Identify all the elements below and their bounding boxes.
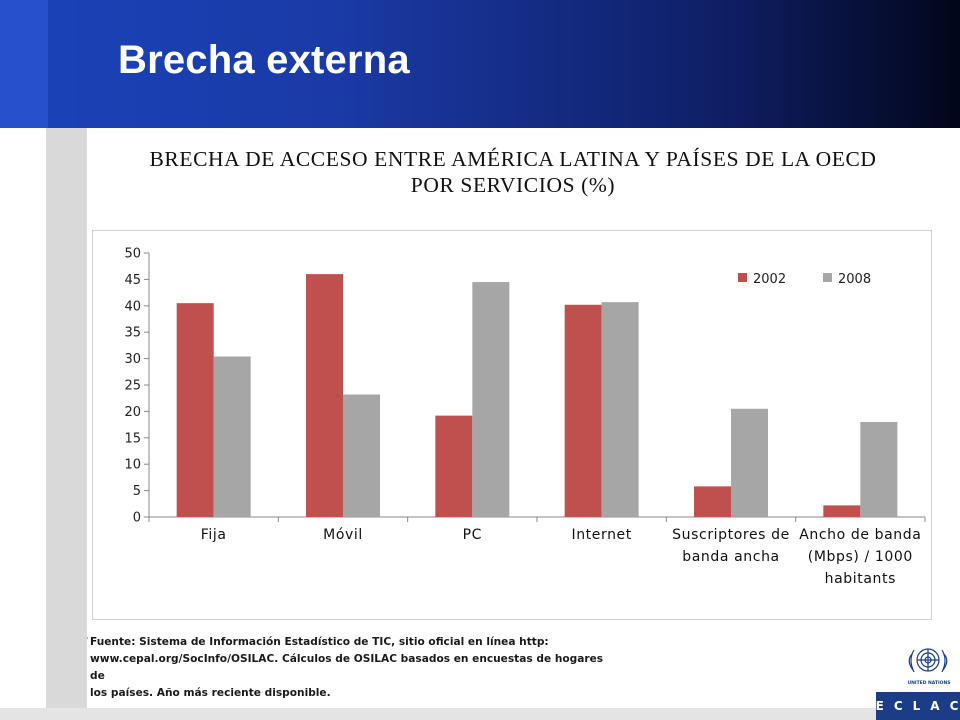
y-tick-label: 40 xyxy=(124,299,141,314)
source-note: Fuente: Sistema de Información Estadísti… xyxy=(90,634,610,702)
bar-2002-5 xyxy=(823,505,861,517)
y-tick-label: 35 xyxy=(124,326,141,341)
x-category-label: (Mbps) / 1000 xyxy=(808,549,913,565)
x-category-label: PC xyxy=(463,527,482,543)
y-tick-label: 45 xyxy=(124,273,141,288)
bar-2008-1 xyxy=(343,394,380,517)
x-category-label: Internet xyxy=(571,527,631,543)
legend-swatch-2008 xyxy=(823,273,832,282)
source-line-3: los países. Año más reciente disponible. xyxy=(90,687,331,699)
chart-title: BRECHA DE ACCESO ENTRE AMÉRICA LATINA Y … xyxy=(98,146,928,198)
legend-label-2008: 2008 xyxy=(838,272,871,287)
united-nations-emblem-icon xyxy=(908,648,948,673)
bar-2008-3 xyxy=(601,302,639,517)
chart-title-line-1: BRECHA DE ACCESO ENTRE AMÉRICA LATINA Y … xyxy=(149,147,877,171)
chart-area: 0 5 10 15 20 25 30 35 40 45 50 Fija Móvil PC Internet S… xyxy=(92,230,932,620)
bar-2002-4 xyxy=(694,486,731,517)
x-category-label: Ancho de banda xyxy=(799,527,921,543)
x-category-label: habitants xyxy=(825,571,896,587)
bar-2008-5 xyxy=(860,421,898,517)
y-tick-label: 50 xyxy=(124,247,141,262)
source-line-2: www.cepal.org/SocInfo/OSILAC. Cálculos d… xyxy=(90,653,604,682)
bar-2002-0 xyxy=(176,303,214,517)
x-category-label: Móvil xyxy=(323,527,363,543)
legend-label-2002: 2002 xyxy=(753,272,786,287)
left-decorative-band xyxy=(46,128,87,720)
bar-chart: 0 5 10 15 20 25 30 35 40 45 50 Fija Móvil PC Internet S… xyxy=(124,247,926,587)
bar-2002-1 xyxy=(306,274,343,517)
y-tick-label: 0 xyxy=(133,511,141,526)
x-category-label: banda ancha xyxy=(682,549,779,565)
bar-2008-2 xyxy=(472,282,510,517)
y-tick-label: 5 xyxy=(133,484,141,499)
header-accent-tab xyxy=(0,0,48,128)
eclac-brand: ECLAC xyxy=(876,692,960,720)
source-marker: · xyxy=(86,634,89,644)
legend-swatch-2002 xyxy=(738,273,747,282)
y-tick-label: 30 xyxy=(124,352,141,367)
source-line-1: Fuente: Sistema de Información Estadísti… xyxy=(90,636,549,648)
x-category-label: Fija xyxy=(201,527,227,543)
bar-2002-2 xyxy=(435,415,473,517)
y-tick-label: 15 xyxy=(124,431,141,446)
bottom-decorative-band xyxy=(0,708,960,720)
header-banner xyxy=(0,0,960,128)
chart-title-line-2: POR SERVICIOS (%) xyxy=(410,173,616,197)
bar-2008-0 xyxy=(213,356,251,517)
slide-title: Brecha externa xyxy=(118,38,410,82)
logo-caption: UNITED NATIONS xyxy=(907,681,951,686)
y-tick-label: 25 xyxy=(124,379,141,394)
bar-2008-4 xyxy=(731,408,768,517)
y-tick-label: 10 xyxy=(124,458,141,473)
x-category-label: Suscriptores de xyxy=(672,527,790,543)
bar-2002-3 xyxy=(564,304,602,517)
y-tick-label: 20 xyxy=(124,405,141,420)
